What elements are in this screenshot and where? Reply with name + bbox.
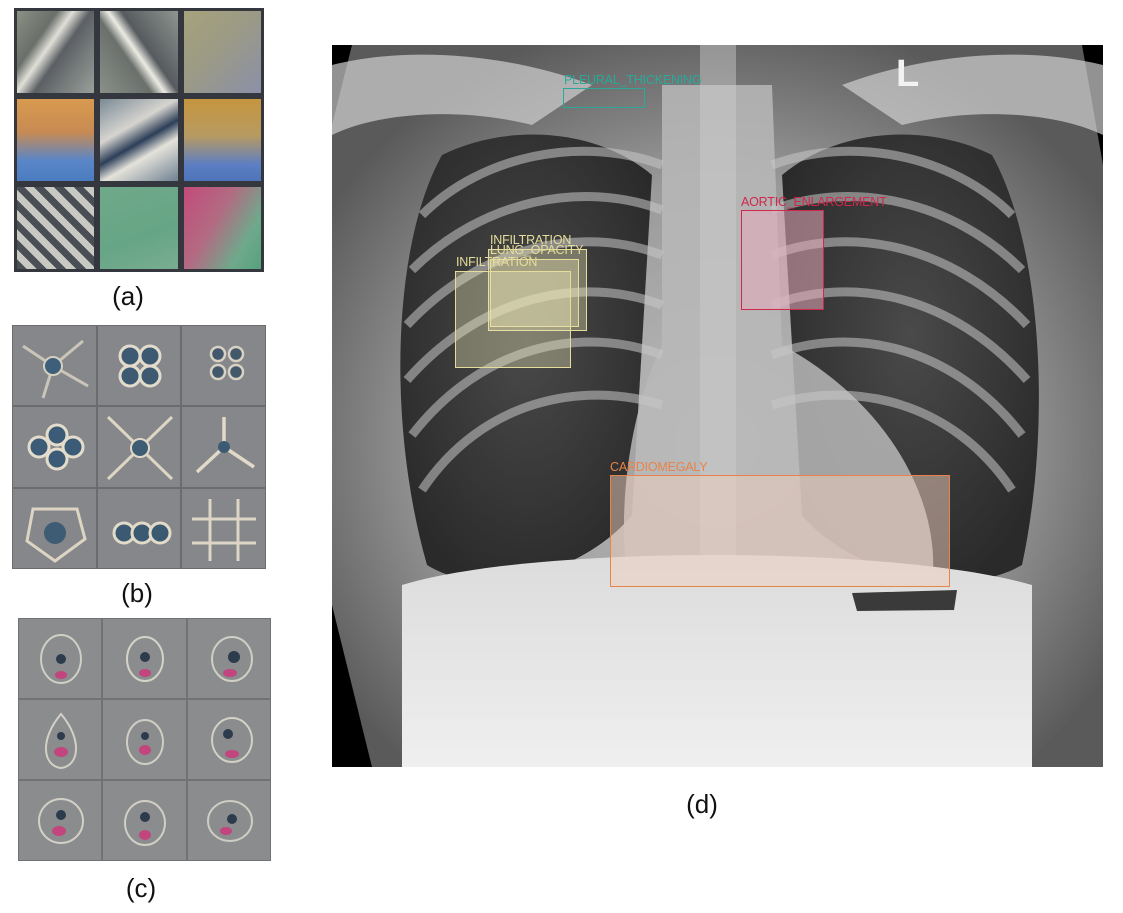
bbox-lung-opacity <box>490 259 579 327</box>
caption-c: (c) <box>125 873 157 903</box>
bbox-aortic-enlargement <box>741 210 824 310</box>
xray-drawing <box>332 45 1103 767</box>
label-infiltration-1: INFILTRATION <box>490 233 572 247</box>
filter-a-1 <box>14 8 98 96</box>
filter-c-5 <box>102 699 187 780</box>
label-lung-opacity: LUNG_OPACITY <box>490 243 584 257</box>
label-pleural-thickening: PLEURAL_THICKENING <box>564 73 702 87</box>
label-cardiomegaly: CARDIOMEGALY <box>610 460 708 474</box>
bbox-cardiomegaly <box>610 475 950 587</box>
side-marker: L <box>896 53 920 95</box>
filter-c-8 <box>102 780 187 861</box>
filter-c-7 <box>18 780 103 861</box>
caption-d: (d) <box>686 789 718 819</box>
filter-c-3 <box>186 618 271 699</box>
filter-a-9 <box>180 184 264 272</box>
filter-a-4 <box>14 96 98 184</box>
filter-b-3 <box>181 325 266 407</box>
filter-b-5 <box>96 406 182 488</box>
label-aortic-enlargement: AORTIC_ENLARGEMENT <box>741 195 887 209</box>
filter-grid-c <box>18 618 271 861</box>
filter-b-8 <box>96 487 182 569</box>
filter-c-9 <box>186 780 271 861</box>
caption-a: (a) <box>112 281 144 311</box>
caption-b: (b) <box>121 578 153 608</box>
filter-b-9 <box>181 487 266 569</box>
filter-c-1 <box>18 618 103 699</box>
filter-b-4 <box>12 406 97 488</box>
bbox-infiltration-2 <box>455 271 571 368</box>
filter-b-2 <box>96 325 182 407</box>
filter-a-8 <box>97 184 181 272</box>
bbox-pleural-thickening <box>563 88 645 108</box>
filter-b-1 <box>12 325 97 407</box>
ribs <box>403 146 1031 493</box>
filter-a-2 <box>97 8 181 96</box>
filter-grid-b <box>12 325 266 569</box>
filter-b-7 <box>12 487 97 569</box>
filter-grid-a <box>14 8 264 272</box>
filter-c-6 <box>186 699 271 780</box>
filter-a-7 <box>14 184 98 272</box>
filter-c-4 <box>18 699 103 780</box>
filter-a-3 <box>180 8 264 96</box>
filter-c-2 <box>102 618 187 699</box>
right-lung <box>400 134 652 582</box>
filter-b-6 <box>181 406 266 488</box>
gastric-bubble <box>852 590 957 611</box>
label-infiltration-2: INFILTRATION <box>456 255 538 269</box>
chest-xray-image: L PLEURAL_THICKENING AORTIC_ENLARGEMENT … <box>332 45 1103 767</box>
filter-a-5 <box>97 96 181 184</box>
filter-a-6 <box>180 96 264 184</box>
